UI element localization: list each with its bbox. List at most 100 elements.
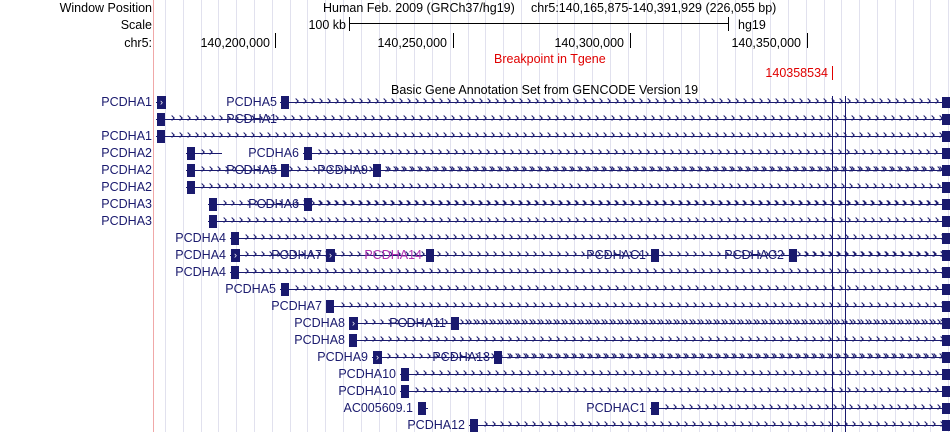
gene-intron-line[interactable] [208,221,950,222]
gene-exon-block[interactable] [942,267,950,278]
gene-exon-block[interactable] [942,420,950,431]
gene-label[interactable]: PCDHA5 [226,163,277,177]
gene-label[interactable]: PCDHA1 [226,112,277,126]
gene-exon-block[interactable] [451,317,459,330]
gene-exon-block[interactable] [187,147,195,160]
gene-label[interactable]: PCDHA9 [317,163,368,177]
gene-exon-block[interactable] [942,199,950,210]
gene-exon-block[interactable] [157,130,165,143]
gene-label[interactable]: PCDHA6 [248,146,299,160]
gene-label[interactable]: PCDHA1 [101,129,152,143]
gene-exon-block[interactable] [157,113,165,126]
gene-intron-line[interactable] [303,204,950,205]
gene-label[interactable]: PCDHA5 [225,282,276,296]
gene-label[interactable]: PCDHA7 [271,248,322,262]
gene-intron-line[interactable] [450,323,950,324]
gene-exon-block[interactable] [942,250,950,261]
gene-exon-block[interactable] [942,335,950,346]
gene-label[interactable]: PCDHA10 [338,367,396,381]
gene-intron-line[interactable] [303,153,950,154]
gene-label[interactable]: PCDHA4 [175,248,226,262]
gene-intron-line[interactable] [230,255,950,256]
breakpoint-coordinate[interactable]: 140358534 [765,66,828,80]
gene-exon-block[interactable] [231,249,240,262]
gene-label[interactable]: PCDHA3 [101,214,152,228]
gene-exon-block[interactable] [304,147,312,160]
gene-exon-block[interactable] [942,216,950,227]
gene-exon-block[interactable] [942,403,950,414]
gene-exon-block[interactable] [942,369,950,380]
gene-exon-block[interactable] [401,385,409,398]
gene-label[interactable]: PCDHA3 [101,197,152,211]
gene-intron-line[interactable] [186,153,222,154]
gene-intron-line[interactable] [349,340,950,341]
gene-label[interactable]: PCDHA8 [294,316,345,330]
gene-exon-block[interactable] [401,368,409,381]
gene-exon-block[interactable] [942,284,950,295]
gene-exon-block[interactable] [426,249,434,262]
gene-label[interactable]: PCDHA1 [101,95,152,109]
gene-exon-block[interactable] [942,233,950,244]
gene-intron-line[interactable] [156,136,950,137]
gene-exon-block[interactable] [942,182,950,193]
gene-intron-line[interactable] [156,119,950,120]
gene-exon-block[interactable] [942,352,950,363]
gene-label[interactable]: PCDHA14 [364,248,422,262]
gene-intron-line[interactable] [230,238,950,239]
gene-exon-block[interactable] [157,96,166,109]
gene-label[interactable]: PCDHA2 [101,180,152,194]
gene-intron-line[interactable] [372,170,950,171]
gene-exon-block[interactable] [942,386,950,397]
gene-intron-line[interactable] [650,408,950,409]
gene-intron-line[interactable] [400,374,950,375]
gene-exon-block[interactable] [281,96,289,109]
gene-label[interactable]: PCDHAC1 [586,401,646,415]
gene-exon-block[interactable] [470,419,478,432]
gene-exon-block[interactable] [209,215,217,228]
gene-label[interactable]: AC005609.1 [343,401,413,415]
gene-exon-block[interactable] [231,232,239,245]
gene-label[interactable]: PCDHA2 [101,146,152,160]
gene-exon-block[interactable] [326,300,334,313]
gene-exon-block[interactable] [349,317,358,330]
gene-label[interactable]: PCDHA13 [432,350,490,364]
gene-label[interactable]: PCDHA7 [271,299,322,313]
gene-exon-block[interactable] [209,198,217,211]
gene-exon-block[interactable] [187,164,195,177]
gene-label[interactable]: PCDHA4 [175,265,226,279]
gene-exon-block[interactable] [418,402,426,415]
gene-intron-line[interactable] [326,306,950,307]
gene-intron-line[interactable] [789,255,950,256]
gene-intron-line[interactable] [469,425,950,426]
gene-label[interactable]: PCDHAC2 [724,248,784,262]
gene-exon-block[interactable] [651,249,659,262]
gene-exon-block[interactable] [326,249,335,262]
gene-intron-line[interactable] [230,272,950,273]
gene-exon-block[interactable] [942,131,950,142]
gene-exon-block[interactable] [281,283,289,296]
gene-exon-block[interactable] [789,249,797,262]
gene-intron-line[interactable] [280,102,950,103]
gene-label[interactable]: PCDHA12 [407,418,465,432]
gene-label[interactable]: PCDHAC1 [586,248,646,262]
gene-exon-block[interactable] [942,114,950,125]
gene-exon-block[interactable] [231,266,239,279]
gene-intron-line[interactable] [400,391,950,392]
gene-intron-line[interactable] [494,357,950,358]
gene-exon-block[interactable] [281,164,289,177]
gene-label[interactable]: PCDHA8 [294,333,345,347]
gene-label[interactable]: PCDHA9 [317,350,368,364]
gene-exon-block[interactable] [942,97,950,108]
gene-exon-block[interactable] [494,351,502,364]
gene-label[interactable]: PCDHA11 [389,316,446,330]
gene-label[interactable]: PCDHA6 [248,197,299,211]
gene-exon-block[interactable] [304,198,312,211]
gene-exon-block[interactable] [373,351,382,364]
gene-exon-block[interactable] [942,148,950,159]
gene-label[interactable]: PCDHA2 [101,163,152,177]
gene-label[interactable]: PCDHA10 [338,384,396,398]
gene-exon-block[interactable] [942,301,950,312]
gene-exon-block[interactable] [187,181,195,194]
gene-label[interactable]: PCDHA4 [175,231,226,245]
gene-label[interactable]: PCDHA5 [226,95,277,109]
